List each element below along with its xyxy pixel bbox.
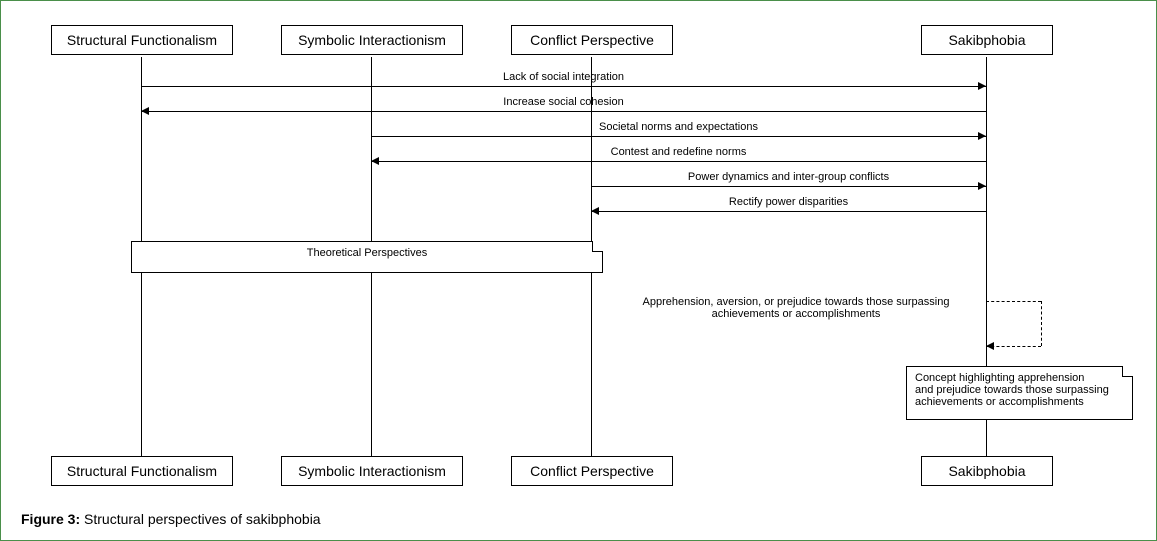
message-line-2 bbox=[371, 136, 986, 137]
participant-p1-bottom: Structural Functionalism bbox=[51, 456, 233, 486]
participant-p3-top: Conflict Perspective bbox=[511, 25, 673, 55]
message-label-3: Contest and redefine norms bbox=[371, 146, 986, 158]
message-arrowhead-3 bbox=[371, 157, 379, 165]
figure-caption: Figure 3: Structural perspectives of sak… bbox=[21, 511, 321, 527]
note-theoretical-perspectives: Theoretical Perspectives bbox=[131, 241, 603, 273]
participant-p4-bottom: Sakibphobia bbox=[921, 456, 1053, 486]
self-msg-seg-vert bbox=[1041, 301, 1042, 346]
message-line-5 bbox=[591, 211, 986, 212]
self-msg-arrowhead bbox=[986, 342, 994, 350]
message-label-4: Power dynamics and inter-group conflicts bbox=[591, 171, 986, 183]
note-concept: Concept highlighting apprehensionand pre… bbox=[906, 366, 1133, 420]
participant-p4-top: Sakibphobia bbox=[921, 25, 1053, 55]
diagram-frame: Structural Functionalism Structural Funct… bbox=[0, 0, 1157, 541]
message-label-1: Increase social cohesion bbox=[141, 96, 986, 108]
self-msg-seg-bot bbox=[986, 346, 1041, 347]
self-msg-label: Apprehension, aversion, or prejudice tow… bbox=[616, 296, 976, 320]
message-label-5: Rectify power disparities bbox=[591, 196, 986, 208]
message-arrowhead-1 bbox=[141, 107, 149, 115]
message-arrowhead-0 bbox=[978, 82, 986, 90]
message-arrowhead-2 bbox=[978, 132, 986, 140]
message-label-0: Lack of social integration bbox=[141, 71, 986, 83]
message-arrowhead-5 bbox=[591, 207, 599, 215]
note-fold-icon bbox=[1122, 366, 1133, 377]
message-line-4 bbox=[591, 186, 986, 187]
participant-p1-top: Structural Functionalism bbox=[51, 25, 233, 55]
message-line-1 bbox=[141, 111, 986, 112]
participant-p2-top: Symbolic Interactionism bbox=[281, 25, 463, 55]
message-label-2: Societal norms and expectations bbox=[371, 121, 986, 133]
self-msg-seg-top bbox=[986, 301, 1041, 302]
participant-p3-bottom: Conflict Perspective bbox=[511, 456, 673, 486]
message-line-3 bbox=[371, 161, 986, 162]
message-arrowhead-4 bbox=[978, 182, 986, 190]
participant-p2-bottom: Symbolic Interactionism bbox=[281, 456, 463, 486]
note-fold-icon bbox=[592, 241, 603, 252]
message-line-0 bbox=[141, 86, 986, 87]
